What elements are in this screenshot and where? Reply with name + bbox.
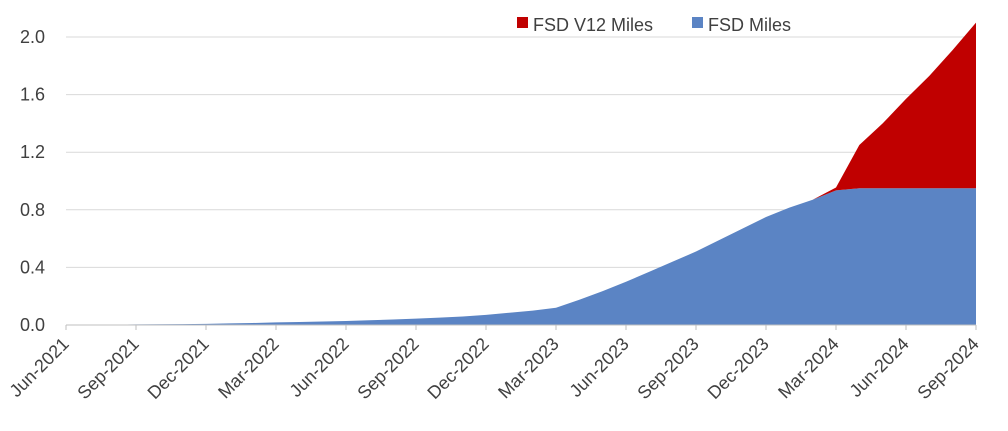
y-tick-label: 1.2 xyxy=(20,142,45,162)
y-axis: 0.0 0.4 0.8 1.2 1.6 2.0 xyxy=(20,27,45,335)
x-tick-label: Sep-2021 xyxy=(73,334,142,403)
y-tick-label: 1.6 xyxy=(20,85,45,105)
x-tick-label: Dec-2021 xyxy=(143,334,212,403)
x-tick-label: Jun-2023 xyxy=(566,334,633,401)
y-tick-label: 0.4 xyxy=(20,257,45,277)
legend-swatch-fsd-v12-miles xyxy=(517,17,528,28)
area-series xyxy=(66,22,976,325)
y-tick-label: 0.0 xyxy=(20,315,45,335)
x-tick-label: Mar-2023 xyxy=(494,334,563,403)
area-fsd-miles xyxy=(66,188,976,325)
x-tick-label: Dec-2022 xyxy=(423,334,492,403)
x-tick-label: Jun-2022 xyxy=(286,334,353,401)
x-tick-label: Mar-2022 xyxy=(214,334,283,403)
legend-swatch-fsd-miles xyxy=(692,17,703,28)
x-tick-label: Sep-2024 xyxy=(913,334,982,403)
x-tick-label: Sep-2022 xyxy=(353,334,422,403)
x-tick-labels: Jun-2021 Sep-2021 Dec-2021 Mar-2022 Jun-2022… xyxy=(6,334,983,403)
x-tick-label: Jun-2024 xyxy=(846,334,913,401)
y-tick-label: 2.0 xyxy=(20,27,45,47)
x-tick-label: Sep-2023 xyxy=(633,334,702,403)
legend-label-fsd-v12-miles: FSD V12 Miles xyxy=(533,15,653,35)
x-tick-label: Mar-2024 xyxy=(774,334,843,403)
x-axis xyxy=(65,324,977,330)
legend: FSD V12 Miles FSD Miles xyxy=(517,15,791,35)
y-tick-label: 0.8 xyxy=(20,200,45,220)
x-tick-label: Dec-2023 xyxy=(703,334,772,403)
legend-label-fsd-miles: FSD Miles xyxy=(708,15,791,35)
x-tick-label: Jun-2021 xyxy=(6,334,73,401)
